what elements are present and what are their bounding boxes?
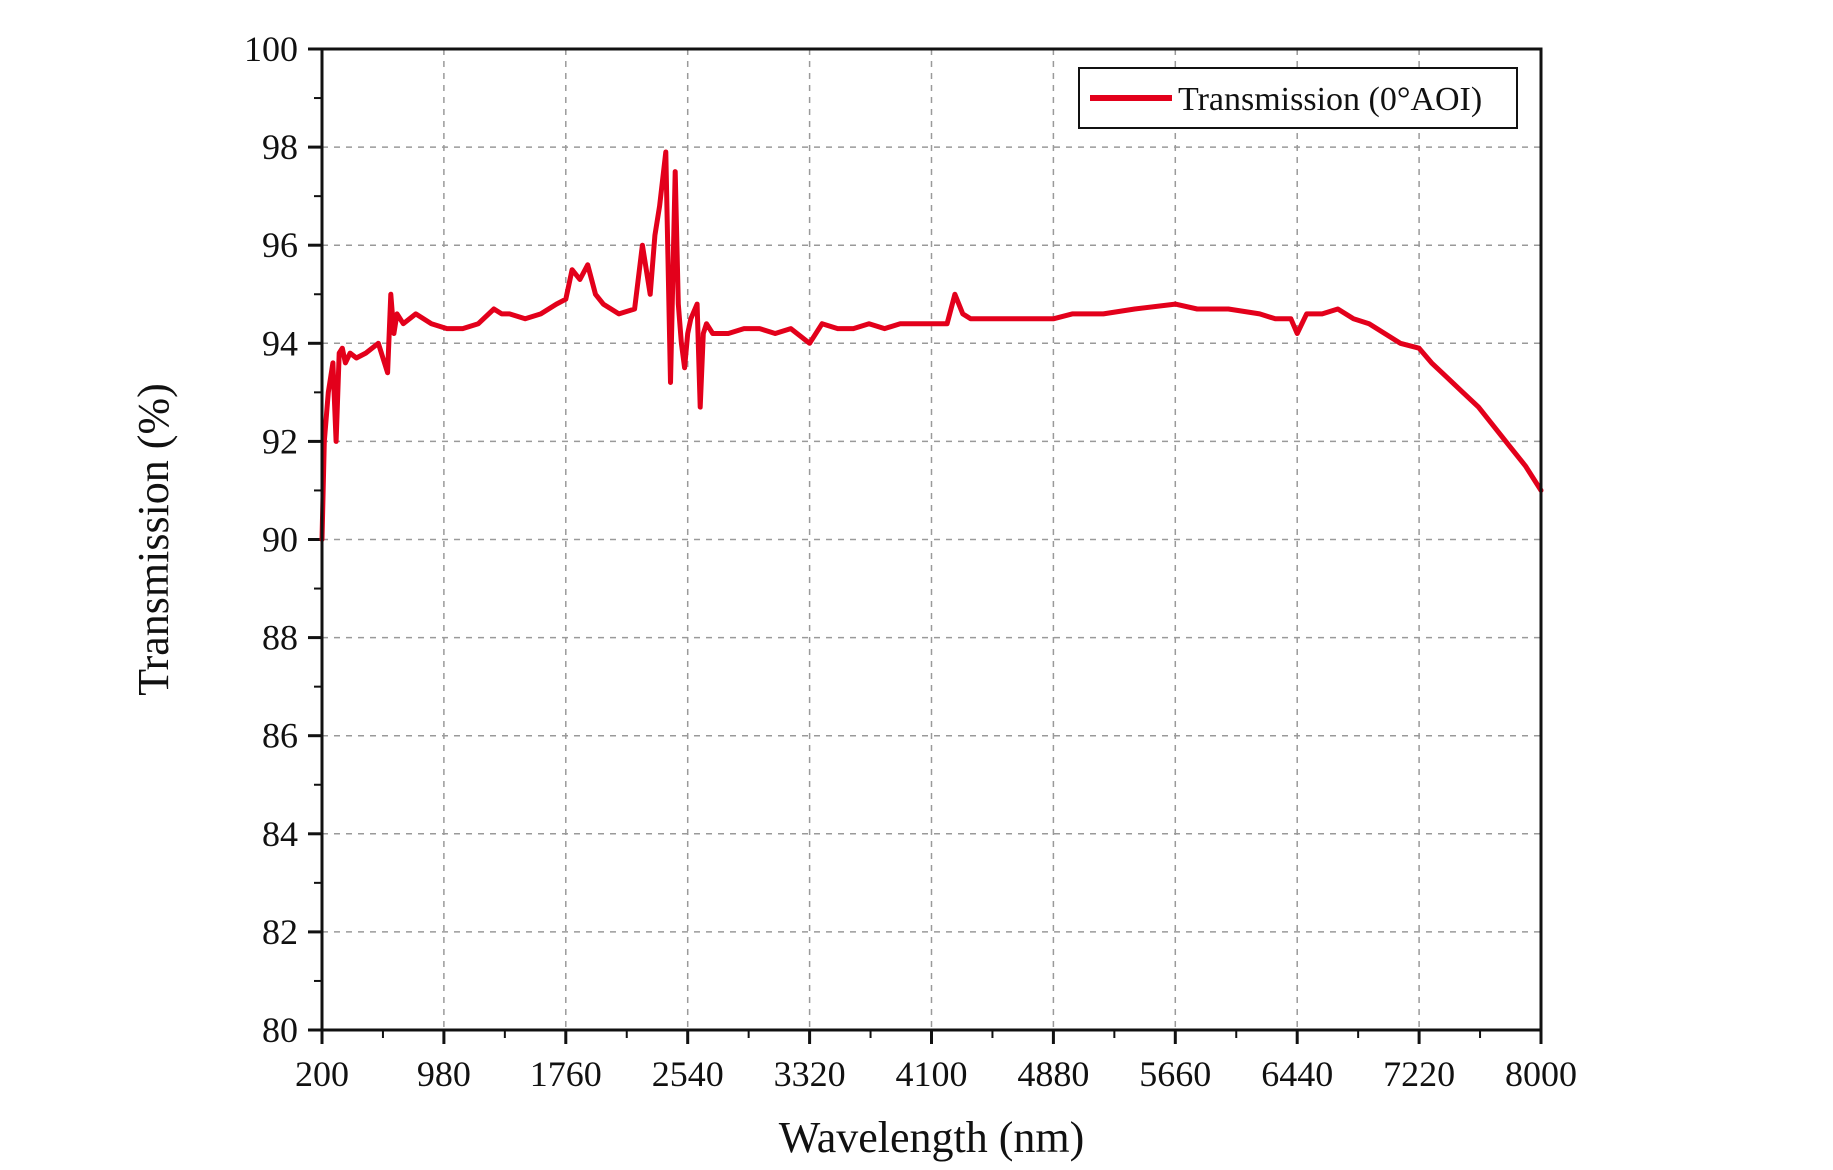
legend-label: Transmission (0°AOI) xyxy=(1178,81,1482,118)
y-tick-label: 90 xyxy=(262,520,298,560)
x-tick-label: 200 xyxy=(295,1054,349,1094)
x-tick-label: 5660 xyxy=(1139,1054,1211,1094)
x-tick-label: 4100 xyxy=(896,1054,968,1094)
plot-frame xyxy=(320,47,1543,1032)
legend: Transmission (0°AOI) xyxy=(1078,67,1518,129)
y-axis-title: Transmission (%) xyxy=(129,383,178,696)
x-tick-label: 3320 xyxy=(774,1054,846,1094)
x-axis-ticks: 200 980 1760 2540 3320 4100 4880 5660 6440 7220 80… xyxy=(295,1030,1577,1094)
x-tick-label: 8000 xyxy=(1505,1054,1577,1094)
y-tick-label: 98 xyxy=(262,127,298,167)
y-tick-label: 82 xyxy=(262,912,298,952)
y-tick-label: 84 xyxy=(262,814,298,854)
x-tick-label: 7220 xyxy=(1383,1054,1455,1094)
y-tick-label: 92 xyxy=(262,421,298,461)
x-tick-label: 980 xyxy=(417,1054,471,1094)
x-tick-label: 2540 xyxy=(652,1054,724,1094)
x-tick-label: 1760 xyxy=(530,1054,602,1094)
y-tick-label: 86 xyxy=(262,716,298,756)
y-tick-label: 94 xyxy=(262,323,298,363)
y-tick-label: 100 xyxy=(244,29,298,69)
x-tick-label: 4880 xyxy=(1017,1054,1089,1094)
y-tick-label: 80 xyxy=(262,1010,298,1050)
series-layer xyxy=(319,149,1544,542)
y-tick-label: 96 xyxy=(262,225,298,265)
x-axis-title: Wavelength (nm) xyxy=(779,1113,1085,1162)
series-line xyxy=(319,149,1544,542)
y-axis-ticks: 80 82 84 86 88 90 92 94 96 98 100 xyxy=(244,29,322,1050)
x-tick-label: 6440 xyxy=(1261,1054,1333,1094)
grid-lines xyxy=(322,49,1541,1030)
y-tick-label: 88 xyxy=(262,618,298,658)
